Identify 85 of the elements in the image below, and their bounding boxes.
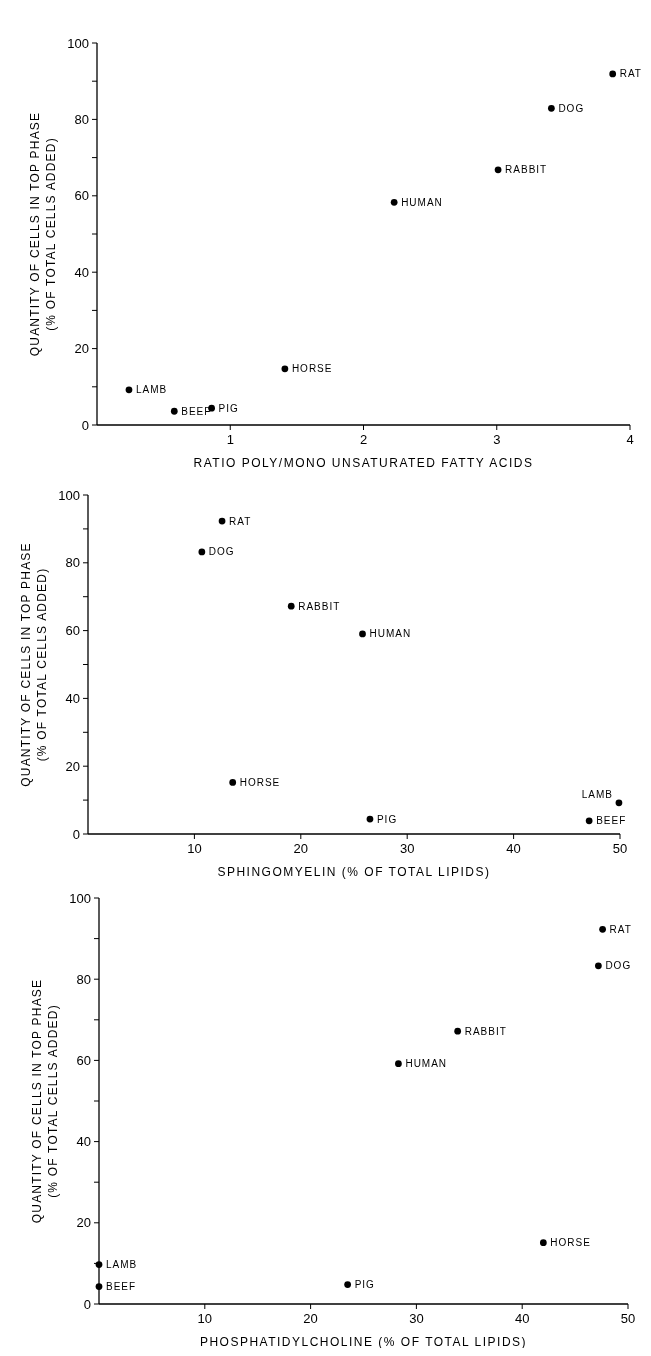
y-tick-label: 60 xyxy=(76,1052,91,1068)
annotation: DOG xyxy=(558,102,585,114)
y-tick-label: 0 xyxy=(83,1296,91,1312)
y-tick-label: 100 xyxy=(67,35,89,51)
annotation: PIG xyxy=(218,402,239,414)
y-tick-label: 100 xyxy=(69,890,91,906)
point xyxy=(454,1027,462,1035)
point xyxy=(366,815,374,823)
annotation: RABBIT xyxy=(505,164,548,176)
x-axis-title: SPHINGOMYELIN (% OF TOTAL LIPIDS) xyxy=(217,865,491,879)
point xyxy=(395,1060,402,1068)
y-tick-label: 20 xyxy=(65,758,80,774)
annotation: HORSE xyxy=(550,1237,591,1249)
x-tick-label: 30 xyxy=(399,841,415,856)
y-tick-label: 60 xyxy=(65,623,80,639)
y-tick-label: 80 xyxy=(65,555,80,571)
annotation: DOG xyxy=(208,546,235,558)
x-tick-label: 40 xyxy=(506,841,521,856)
x-tick-label: 20 xyxy=(293,841,309,856)
y-tick-label: 40 xyxy=(74,264,89,280)
y-tick-label: 80 xyxy=(76,971,91,987)
y-tick-label: 0 xyxy=(72,826,80,842)
x-tick-label: 10 xyxy=(197,1311,213,1326)
x-tick-label: 50 xyxy=(612,841,628,856)
x-axis-title: PHOSPHATIDYLCHOLINE (% OF TOTAL LIPIDS) xyxy=(199,1335,528,1349)
y-axis-title: QUANTITY OF CELLS IN TOP PHASE (% OF TOTAL CELLS ADDED) xyxy=(28,111,58,357)
annotation: RABBIT xyxy=(298,600,341,612)
point xyxy=(594,962,602,970)
annotation: RAT xyxy=(619,68,642,80)
x-tick-label: 4 xyxy=(626,432,634,447)
x-tick-label: 3 xyxy=(493,432,501,447)
y-tick-label: 80 xyxy=(74,111,89,127)
point xyxy=(125,386,133,394)
annotation: BEEF xyxy=(181,405,212,417)
point xyxy=(494,166,502,174)
point xyxy=(585,817,593,825)
point xyxy=(609,70,617,78)
y-tick-label: 20 xyxy=(74,341,89,357)
point xyxy=(344,1281,352,1288)
x-tick-label: 50 xyxy=(620,1311,636,1326)
annotation: RABBIT xyxy=(464,1025,507,1037)
y-axis-title: QUANTITY OF CELLS IN TOP PHASE (% OF TOTAL CELLS ADDED) xyxy=(19,542,49,787)
y-axis-title: QUANTITY OF CELLS IN TOP PHASE (% OF TOTAL CELLS ADDED) xyxy=(30,978,60,1224)
x-tick-label: 20 xyxy=(303,1311,318,1326)
y-tick-label: 0 xyxy=(81,417,89,433)
x-tick-label: 30 xyxy=(409,1311,424,1326)
annotation: HUMAN xyxy=(369,628,412,640)
annotation: RAT xyxy=(609,923,632,935)
annotation: LAMB xyxy=(135,384,168,396)
point xyxy=(218,517,226,525)
annotation: BEEF xyxy=(106,1281,137,1293)
point xyxy=(359,630,366,638)
x-axis-title: RATIO POLY/MONO UNSATURATED FATTY ACIDS xyxy=(193,456,534,470)
annotation: DOG xyxy=(605,960,632,972)
x-tick-label: 10 xyxy=(187,841,202,856)
annotation: HORSE xyxy=(291,363,333,375)
point xyxy=(229,779,237,786)
x-tick-label: 2 xyxy=(359,432,368,447)
point xyxy=(539,1239,547,1247)
annotation: PIG xyxy=(376,813,398,825)
point xyxy=(95,1283,103,1290)
annotation: HUMAN xyxy=(401,196,443,208)
y-tick-label: 20 xyxy=(76,1215,91,1231)
annotation: HORSE xyxy=(239,776,281,788)
annotation: LAMB xyxy=(106,1259,138,1271)
point xyxy=(95,1261,103,1268)
point xyxy=(548,104,555,112)
point xyxy=(615,799,623,807)
point xyxy=(170,407,178,415)
y-tick-label: 40 xyxy=(65,690,80,706)
x-tick-label: 1 xyxy=(226,432,234,447)
y-tick-label: 40 xyxy=(76,1134,91,1150)
y-tick-label: 100 xyxy=(58,487,80,503)
annotation: HUMAN xyxy=(405,1058,448,1070)
point xyxy=(599,925,606,933)
y-tick-label: 60 xyxy=(74,188,89,204)
annotation: LAMB xyxy=(581,789,613,801)
point xyxy=(198,548,206,556)
point xyxy=(281,365,289,373)
point xyxy=(390,198,398,206)
x-tick-label: 40 xyxy=(514,1311,530,1326)
annotation: RAT xyxy=(229,515,252,527)
point xyxy=(287,602,295,610)
annotation: BEEF xyxy=(596,815,627,827)
annotation: PIG xyxy=(354,1279,375,1291)
